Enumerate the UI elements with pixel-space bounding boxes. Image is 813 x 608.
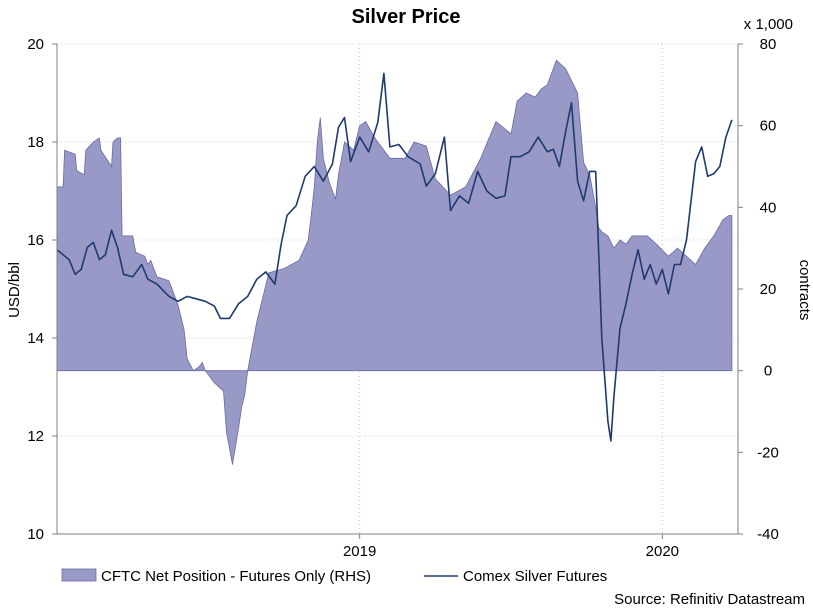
- right-tick-label: 20: [760, 281, 777, 298]
- left-tick-label: 14: [27, 330, 44, 347]
- x-axis-ticks: 2019 2020: [343, 534, 679, 560]
- x-tick-label: 2019: [343, 543, 376, 560]
- left-axis-label: USD/bbl: [6, 262, 23, 318]
- right-tick-label: -40: [757, 526, 779, 543]
- left-tick-label: 18: [27, 134, 44, 151]
- right-axis-multiplier: x 1,000: [744, 16, 793, 33]
- right-axis-label: contracts: [796, 260, 813, 321]
- left-tick-label: 20: [27, 36, 44, 53]
- legend-label-cftc: CFTC Net Position - Futures Only (RHS): [101, 568, 371, 585]
- right-tick-label: 80: [760, 36, 777, 53]
- legend: CFTC Net Position - Futures Only (RHS) C…: [61, 568, 607, 585]
- cftc-net-position-area: [56, 59, 733, 465]
- chart-title: Silver Price: [352, 6, 461, 28]
- legend-swatch-cftc: [61, 568, 97, 582]
- right-tick-label: -20: [757, 444, 779, 461]
- left-tick-label: 16: [27, 232, 44, 249]
- right-tick-label: 40: [760, 199, 777, 216]
- legend-label-comex: Comex Silver Futures: [463, 568, 607, 585]
- left-tick-label: 12: [27, 428, 44, 445]
- right-tick-label: 60: [760, 118, 777, 135]
- comex-silver-futures-line: [56, 72, 733, 442]
- source-note: Source: Refinitiv Datastream: [614, 591, 805, 608]
- right-tick-label: 0: [764, 363, 772, 380]
- x-tick-label: 2020: [646, 543, 679, 560]
- left-tick-label: 10: [27, 526, 44, 543]
- left-axis-ticks: 20 18 16 14 12 10: [27, 36, 57, 543]
- right-axis-ticks: 80 60 40 20 0 -20 -40: [738, 36, 779, 543]
